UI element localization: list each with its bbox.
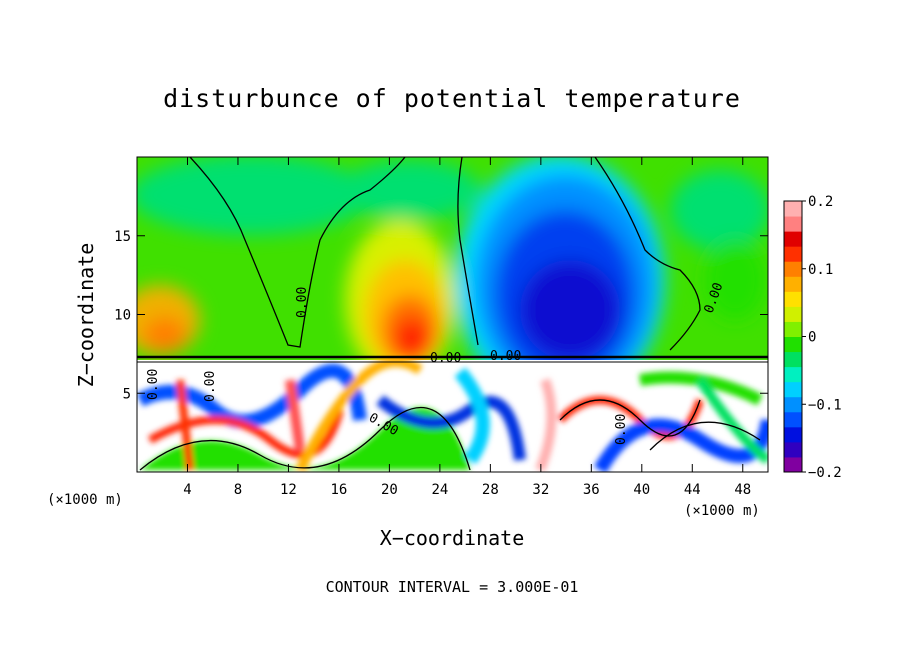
contour-label: 0.00 bbox=[614, 414, 629, 445]
y-tick-label: 10 bbox=[114, 308, 131, 324]
contour-label: 0.00 bbox=[490, 349, 521, 364]
colorbar-swatch bbox=[784, 366, 802, 383]
x-tick-label: 24 bbox=[431, 482, 448, 498]
colorbar-swatch bbox=[784, 201, 802, 217]
x-tick-label: 44 bbox=[684, 482, 701, 498]
contour-interval-note: CONTOUR INTERVAL = 3.000E-01 bbox=[325, 578, 579, 596]
x-axis: 4 8 12 16 20 24 28 32 36 40 44 48 bbox=[183, 157, 751, 498]
colorbar-swatch bbox=[784, 396, 802, 413]
x-axis-label: X−coordinate bbox=[379, 526, 525, 550]
colorbar-tick-label: 0.1 bbox=[808, 262, 833, 278]
x-tick-label: 12 bbox=[280, 482, 297, 498]
colorbar-swatch bbox=[784, 426, 802, 443]
colorbar-swatch bbox=[784, 216, 802, 232]
x-tick-label: 40 bbox=[633, 482, 650, 498]
contour-labels: 0.00 0.00 0.00 0.00 0.00 0.00 0.00 0.00 bbox=[146, 281, 726, 445]
colorbar-tick-label: 0.2 bbox=[808, 194, 833, 210]
contour-label: 0.00 bbox=[203, 371, 218, 402]
colorbar-swatch bbox=[784, 351, 802, 368]
heatmap-field: 0.00 0.00 0.00 0.00 0.00 0.00 0.00 0.00 bbox=[137, 157, 768, 472]
colorbar-swatch bbox=[784, 336, 802, 353]
colorbar: 0.2 0.1 0 −0.1 −0.2 bbox=[783, 194, 842, 481]
x-tick-label: 8 bbox=[234, 482, 242, 498]
colorbar-swatch bbox=[784, 276, 802, 292]
colorbar-swatch bbox=[784, 411, 802, 428]
y-tick-label: 15 bbox=[114, 229, 131, 245]
contour-label: 0.00 bbox=[295, 287, 310, 318]
contour-label: 0.00 bbox=[146, 369, 161, 400]
x-tick-label: 4 bbox=[183, 482, 191, 498]
colorbar-swatch bbox=[784, 381, 802, 398]
contour-label: 0.00 bbox=[430, 351, 461, 366]
x-tick-label: 28 bbox=[482, 482, 499, 498]
x-tick-label: 32 bbox=[532, 482, 549, 498]
colorbar-tick-label: 0 bbox=[808, 330, 816, 346]
x-unit-right: (×1000 m) bbox=[684, 503, 760, 519]
x-tick-label: 36 bbox=[583, 482, 600, 498]
y-tick-label: 5 bbox=[123, 386, 131, 402]
chart-title: disturbunce of potential temperature bbox=[163, 84, 741, 113]
colorbar-swatch bbox=[784, 231, 802, 247]
contour-lines bbox=[137, 157, 768, 471]
colorbar-swatch bbox=[784, 456, 802, 473]
colorbar-swatch bbox=[784, 441, 802, 458]
colorbar-tick-label: −0.1 bbox=[808, 397, 842, 413]
colorbar-swatch bbox=[784, 321, 802, 337]
colorbar-swatch bbox=[784, 306, 802, 322]
colorbar-swatch bbox=[784, 291, 802, 307]
x-tick-label: 20 bbox=[381, 482, 398, 498]
x-tick-label: 16 bbox=[330, 482, 347, 498]
colorbar-tick-label: −0.2 bbox=[808, 465, 842, 481]
colorbar-swatch bbox=[784, 261, 802, 277]
x-unit-left: (×1000 m) bbox=[47, 492, 123, 508]
y-axis: 5 10 15 bbox=[114, 229, 768, 402]
x-tick-label: 48 bbox=[734, 482, 751, 498]
colorbar-swatch bbox=[784, 246, 802, 262]
